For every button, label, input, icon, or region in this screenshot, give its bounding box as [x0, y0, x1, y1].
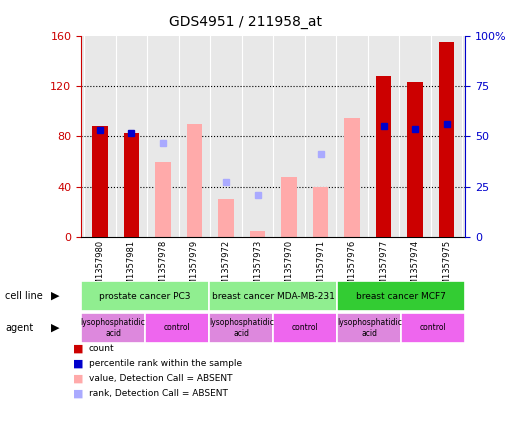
Text: cell line: cell line	[5, 291, 43, 301]
Text: breast cancer MDA-MB-231: breast cancer MDA-MB-231	[212, 291, 335, 301]
Text: control: control	[420, 323, 447, 332]
Bar	[313, 187, 328, 237]
Bar	[81, 313, 145, 343]
Text: ■: ■	[73, 388, 84, 398]
Bar	[344, 118, 360, 237]
Text: count: count	[89, 344, 115, 354]
Bar	[376, 76, 391, 237]
Text: control: control	[292, 323, 319, 332]
Bar	[218, 199, 234, 237]
Text: rank, Detection Call = ABSENT: rank, Detection Call = ABSENT	[89, 389, 228, 398]
Bar	[145, 313, 209, 343]
Text: value, Detection Call = ABSENT: value, Detection Call = ABSENT	[89, 374, 232, 383]
Bar	[402, 313, 465, 343]
Text: control: control	[164, 323, 190, 332]
Bar	[209, 281, 337, 311]
Text: ■: ■	[73, 344, 84, 354]
Text: lysophosphatidic
acid: lysophosphatidic acid	[209, 318, 274, 338]
Text: ■: ■	[73, 359, 84, 369]
Bar	[249, 231, 265, 237]
Text: lysophosphatidic
acid: lysophosphatidic acid	[81, 318, 145, 338]
Text: lysophosphatidic
acid: lysophosphatidic acid	[337, 318, 402, 338]
Bar	[187, 124, 202, 237]
Bar	[439, 42, 454, 237]
Bar	[407, 82, 423, 237]
Text: prostate cancer PC3: prostate cancer PC3	[99, 291, 191, 301]
Bar	[155, 162, 171, 237]
Bar	[92, 126, 108, 237]
Bar	[273, 313, 337, 343]
Text: ▶: ▶	[51, 291, 59, 301]
Text: ■: ■	[73, 374, 84, 384]
Text: ▶: ▶	[51, 323, 59, 333]
Bar	[337, 281, 465, 311]
Bar	[337, 313, 402, 343]
Text: GDS4951 / 211958_at: GDS4951 / 211958_at	[169, 15, 322, 29]
Bar	[281, 177, 297, 237]
Text: agent: agent	[5, 323, 33, 333]
Text: percentile rank within the sample: percentile rank within the sample	[89, 359, 242, 368]
Bar	[209, 313, 273, 343]
Text: breast cancer MCF7: breast cancer MCF7	[357, 291, 446, 301]
Bar	[123, 133, 139, 237]
Bar	[81, 281, 209, 311]
